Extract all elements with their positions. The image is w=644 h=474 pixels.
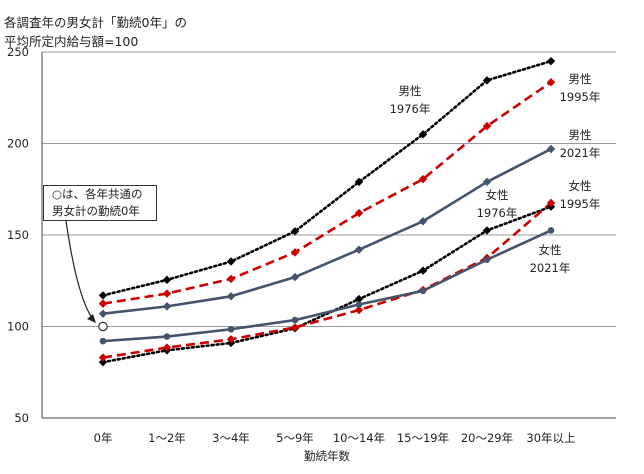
- data-point: [546, 144, 556, 154]
- data-point: [418, 130, 428, 139]
- data-point: [98, 309, 108, 318]
- data-point: [355, 301, 363, 308]
- data-point: [226, 257, 236, 266]
- series-label: 男性: [399, 84, 422, 98]
- data-point: [162, 289, 172, 298]
- series-label: 1995年: [560, 197, 601, 211]
- data-point: [291, 316, 299, 324]
- series-line-5: [102, 229, 552, 343]
- x-tick-label: 0年: [94, 431, 113, 445]
- data-point: [418, 217, 428, 226]
- y-tick-label: 250: [7, 45, 29, 59]
- data-point: [546, 198, 556, 208]
- x-tick-label: 15～19年: [397, 431, 449, 445]
- x-tick-label: 1～2年: [148, 431, 186, 445]
- data-point: [226, 335, 236, 344]
- data-point: [226, 292, 236, 301]
- data-point: [354, 245, 364, 254]
- x-tick-label: 10～14年: [333, 431, 385, 445]
- data-point: [546, 77, 556, 87]
- data-point: [482, 76, 492, 85]
- y-tick-label: 100: [7, 320, 29, 334]
- x-tick-label: 5～9年: [276, 431, 314, 445]
- data-point: [290, 248, 300, 257]
- series-label: 男性: [569, 72, 592, 86]
- data-point: [162, 343, 172, 352]
- series-label: 男性: [569, 128, 592, 142]
- data-point: [162, 302, 172, 311]
- data-point: [227, 325, 235, 333]
- series-line-2: [102, 147, 552, 315]
- y-tick-label: 200: [7, 137, 29, 151]
- data-point: [290, 272, 300, 282]
- data-point: [98, 299, 108, 308]
- y-tick-label: 150: [7, 228, 29, 242]
- reference-point-marker: [98, 321, 108, 332]
- data-point: [354, 208, 364, 218]
- data-point: [354, 294, 364, 304]
- x-tick-label: 30年以上: [526, 431, 575, 445]
- callout-arrow-head: [87, 314, 96, 323]
- data-point: [98, 353, 108, 362]
- data-point: [98, 357, 108, 367]
- data-point: [162, 275, 172, 285]
- series-line-0: [101, 59, 553, 297]
- data-point: [418, 174, 428, 184]
- data-point: [226, 274, 236, 284]
- data-point: [482, 121, 492, 131]
- series-label: 2021年: [560, 146, 601, 160]
- x-tick-label: 20～29年: [461, 431, 513, 445]
- data-point: [482, 177, 492, 187]
- data-point: [418, 266, 428, 275]
- data-point: [99, 337, 107, 345]
- callout-line-1: ○は、各年共通の: [52, 187, 143, 201]
- series-label: 女性: [539, 243, 562, 257]
- data-point: [354, 305, 364, 315]
- series-label: 1976年: [390, 102, 431, 116]
- callout-arrow-line: [65, 220, 93, 319]
- data-point: [483, 256, 491, 264]
- series-line-1: [102, 81, 552, 305]
- data-point: [290, 227, 300, 236]
- series-label: 女性: [569, 179, 592, 193]
- series-label: 1995年: [560, 90, 601, 104]
- data-point: [98, 291, 108, 300]
- data-point: [482, 226, 492, 235]
- callout-line-2: 男女計の勤続0年: [52, 204, 140, 218]
- data-point: [419, 287, 427, 295]
- chart-title-line-1: 各調査年の男女計「勤続0年」の: [4, 15, 187, 30]
- data-point: [163, 333, 171, 340]
- chart-title-line-2: 平均所定内給与額=100: [4, 34, 139, 49]
- data-point: [547, 227, 555, 234]
- y-tick-label: 50: [14, 411, 29, 425]
- series-line-4: [102, 201, 552, 359]
- series-line-3: [101, 205, 553, 364]
- x-axis-title: 勤続年数: [304, 449, 350, 463]
- x-tick-label: 3～4年: [212, 431, 250, 445]
- data-point: [290, 323, 300, 332]
- series-label: 1976年: [477, 206, 518, 220]
- series-label: 2021年: [530, 261, 571, 275]
- series-label: 女性: [486, 188, 509, 202]
- data-point: [546, 56, 556, 66]
- reference-point-callout: ○は、各年共通の 男女計の勤続0年: [43, 185, 157, 221]
- data-point: [354, 177, 364, 187]
